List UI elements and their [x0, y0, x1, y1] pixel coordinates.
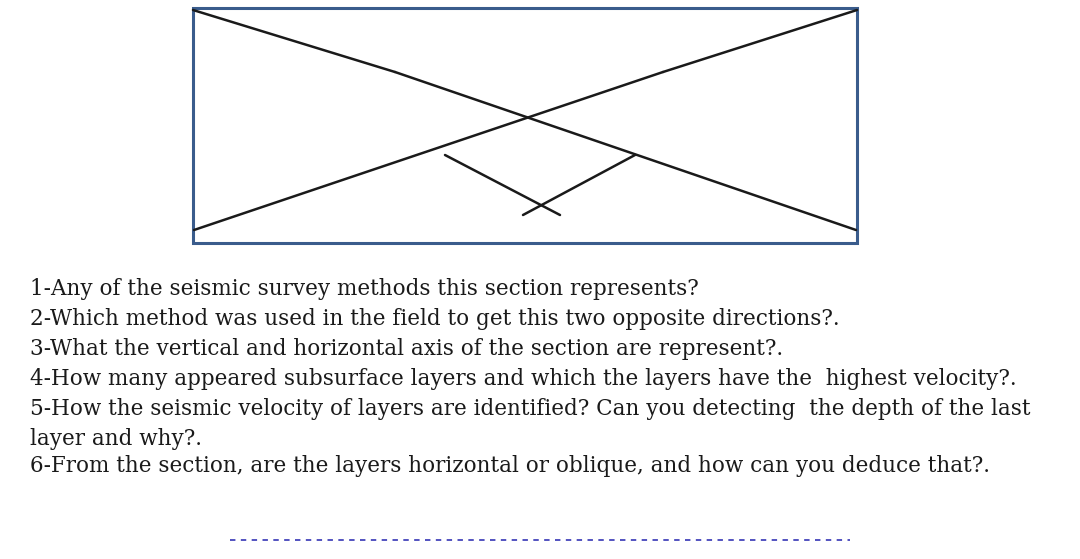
Text: 4-How many appeared subsurface layers and which the layers have the  highest vel: 4-How many appeared subsurface layers an… — [30, 368, 1016, 390]
Text: layer and why?.: layer and why?. — [30, 428, 202, 450]
Text: 1-Any of the seismic survey methods this section represents?: 1-Any of the seismic survey methods this… — [30, 278, 699, 300]
Text: 6-From the section, are the layers horizontal or oblique, and how can you deduce: 6-From the section, are the layers horiz… — [30, 455, 990, 477]
Text: 5-How the seismic velocity of layers are identified? Can you detecting  the dept: 5-How the seismic velocity of layers are… — [30, 398, 1030, 420]
Text: 3-What the vertical and horizontal axis of the section are represent?.: 3-What the vertical and horizontal axis … — [30, 338, 783, 360]
Bar — [193, 8, 858, 243]
Text: 2-Which method was used in the field to get this two opposite directions?.: 2-Which method was used in the field to … — [30, 308, 839, 330]
